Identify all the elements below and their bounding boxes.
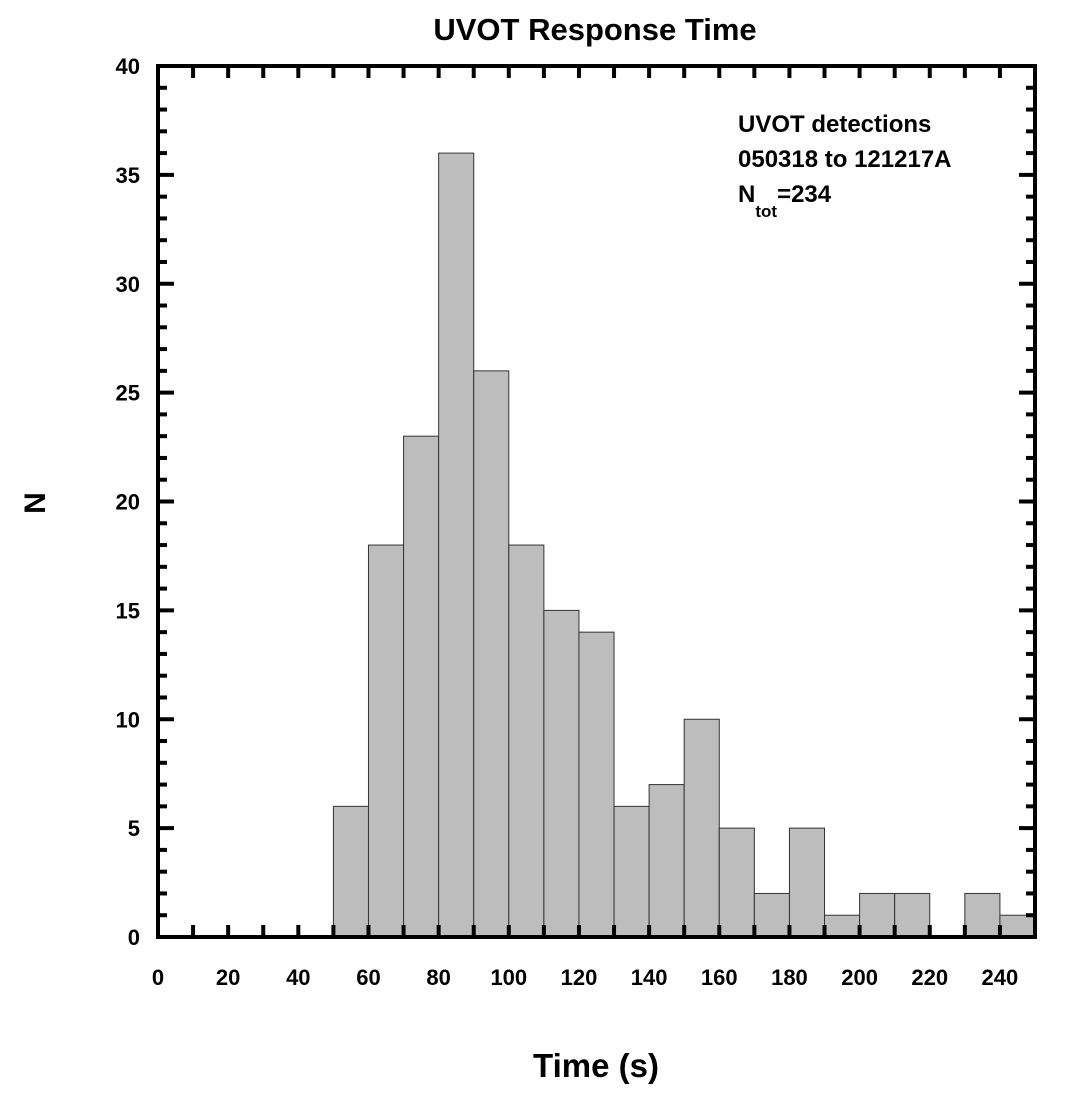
bar-180-190: [788, 827, 826, 938]
x-tick-label: 100: [490, 965, 527, 990]
bar-160-170: [718, 827, 755, 938]
y-tick-label: 35: [116, 163, 140, 188]
x-tick-label: 160: [701, 965, 738, 990]
bar-50-60: [332, 805, 369, 938]
bar-80-90: [438, 152, 475, 938]
bar-110-120: [543, 609, 580, 938]
bar-60-70: [367, 544, 405, 938]
x-tick-label: 120: [561, 965, 598, 990]
x-tick-label: 220: [911, 965, 948, 990]
x-tick-label: 200: [841, 965, 878, 990]
bar-100-110: [508, 544, 545, 938]
chart-title: UVOT Response Time: [433, 12, 756, 47]
bar-210-220: [894, 892, 931, 938]
x-tick-label: 80: [426, 965, 450, 990]
y-tick-label: 25: [116, 381, 140, 406]
x-tick-label: 0: [152, 965, 164, 990]
y-axis-label: N: [19, 492, 52, 514]
y-tick-label: 5: [128, 816, 140, 841]
x-tick-label: 180: [771, 965, 808, 990]
plot-frame: [156, 64, 1037, 939]
annotation: UVOT detections 050318 to 121217A Ntot=2…: [738, 111, 952, 221]
bars-group: [332, 152, 1036, 938]
y-tick-label: 10: [116, 707, 140, 732]
x-tick-label: 40: [286, 965, 310, 990]
x-axis-label: Time (s): [533, 1047, 659, 1084]
y-tick-label: 0: [128, 925, 140, 950]
bar-230-240: [964, 892, 1001, 938]
bar-170-180: [753, 892, 790, 938]
bar-120-130: [578, 631, 615, 938]
x-tick-label: 240: [982, 965, 1019, 990]
bar-140-150: [648, 784, 685, 938]
bar-240-250: [999, 914, 1036, 938]
bar-150-160: [683, 718, 720, 938]
x-tick-label: 20: [216, 965, 240, 990]
y-tick-label: 30: [116, 272, 140, 297]
annotation-line2: 050318 to 121217A: [738, 146, 952, 173]
bar-190-200: [824, 914, 861, 938]
annotation-line1: UVOT detections: [738, 111, 931, 138]
annotation-n: N: [738, 181, 755, 208]
bar-70-80: [403, 435, 440, 938]
y-tick-label: 15: [116, 598, 140, 623]
x-tick-label: 140: [631, 965, 668, 990]
bar-130-140: [613, 805, 650, 938]
y-tick-label: 20: [116, 490, 140, 515]
tick-labels-group: 0 20 40 60 80 100 120 140 160 180 200 220 240 0 5 10 15 2…: [116, 54, 1019, 990]
bar-200-210: [859, 892, 896, 938]
y-tick-label: 40: [116, 54, 140, 79]
x-tick-label: 60: [356, 965, 380, 990]
annotation-ntot: Ntot=234: [738, 181, 832, 221]
annotation-n-sub: tot: [755, 202, 777, 221]
annotation-n-value: =234: [777, 181, 832, 208]
bar-90-100: [473, 370, 510, 938]
